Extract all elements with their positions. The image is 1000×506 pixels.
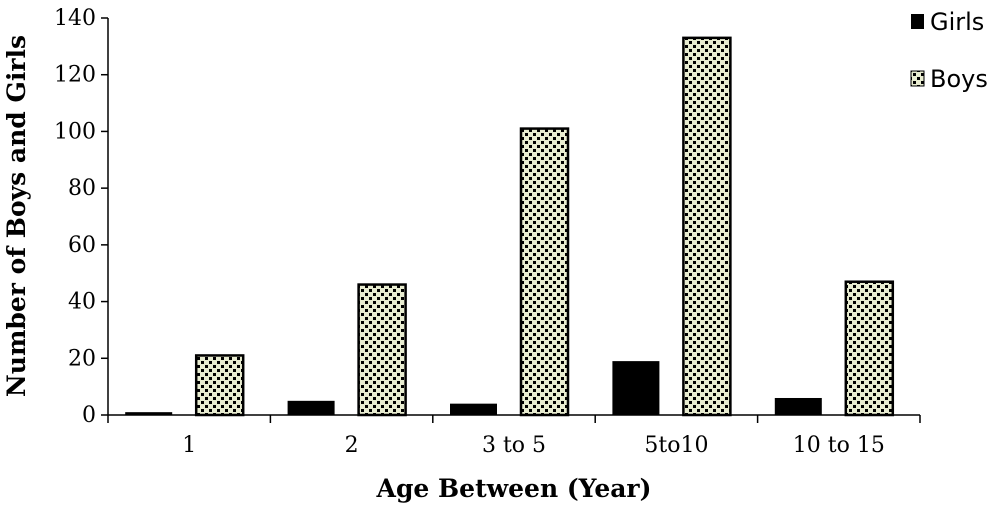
bar-girls [450, 403, 497, 415]
y-tick-label: 80 [68, 176, 96, 201]
y-tick-label: 40 [68, 290, 96, 315]
y-tick-label: 120 [54, 63, 96, 88]
bar-boys [682, 36, 732, 417]
legend-label-boys: Boys [930, 65, 988, 93]
bar-boys [519, 127, 570, 417]
y-tick-label: 0 [82, 403, 96, 428]
y-tick-label: 140 [54, 6, 96, 31]
bar-boys [194, 354, 245, 417]
y-tick-label: 20 [68, 346, 96, 371]
bar-boys [844, 280, 895, 417]
y-tick-label: 60 [68, 233, 96, 258]
bar-girls [774, 397, 822, 415]
bar-girls [612, 361, 660, 415]
y-ticks: 0 20 40 60 80 100 120 140 [54, 6, 108, 428]
legend-label-girls: Girls [930, 8, 984, 36]
legend-swatch-girls [911, 14, 924, 29]
legend: Girls Boys [910, 8, 988, 93]
bar-girls [287, 400, 335, 415]
x-tick-label: 1 [182, 433, 196, 458]
x-tick-label: 10 to 15 [793, 433, 885, 458]
x-tick-label: 3 to 5 [482, 433, 546, 458]
x-ticks: 1 2 3 to 5 5to10 10 to 15 [107, 415, 921, 458]
bar-boys [357, 283, 407, 417]
x-tick-label: 5to10 [644, 433, 708, 458]
y-tick-label: 100 [54, 119, 96, 144]
legend-swatch-boys [910, 70, 925, 87]
bar-girls [125, 412, 173, 415]
bars [125, 36, 895, 417]
y-axis-title: Number of Boys and Girls [2, 35, 31, 397]
x-tick-label: 2 [345, 433, 359, 458]
x-axis-title: Age Between (Year) [376, 474, 652, 503]
